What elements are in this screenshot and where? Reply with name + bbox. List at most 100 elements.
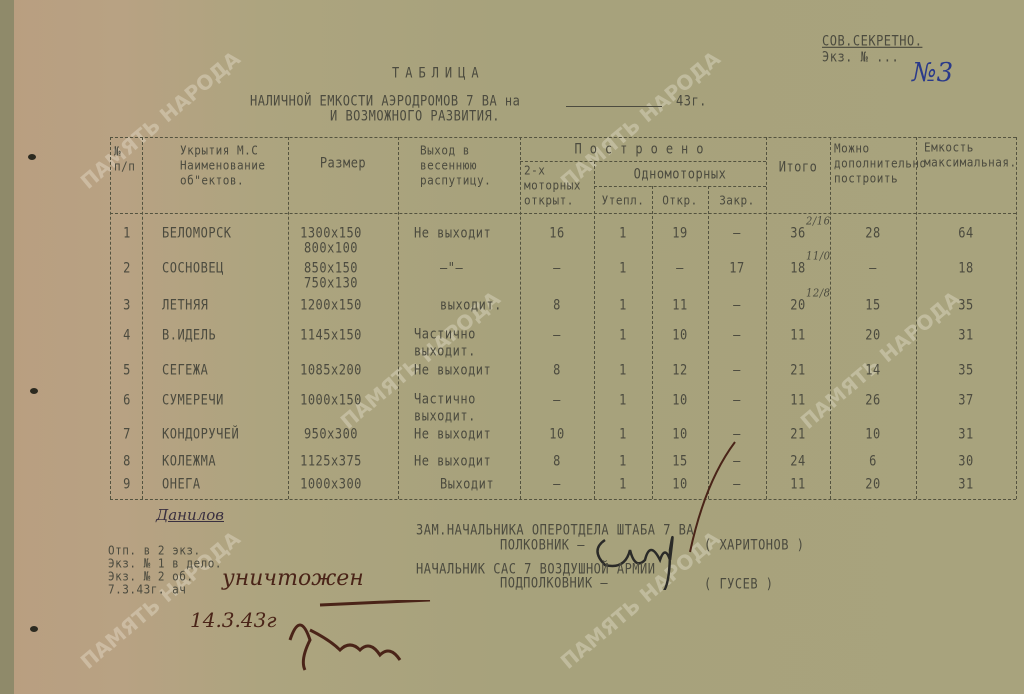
- cell-cap: 35: [958, 361, 974, 379]
- cell-exit: Частично выходит.: [414, 325, 476, 360]
- cell-total: 21: [790, 425, 806, 443]
- col-total: Итого: [778, 158, 818, 176]
- cell-open: 15: [672, 452, 688, 470]
- cell-size: 1200х150: [300, 296, 362, 314]
- cell-two: –: [553, 259, 561, 277]
- document-subtitle-2: И ВОЗМОЖНОГО РАЗВИТИЯ.: [330, 107, 500, 125]
- handwritten-destroyed: уничтожен: [222, 566, 364, 591]
- cell-cap: 31: [958, 326, 974, 344]
- punch-hole: [30, 388, 38, 394]
- cell-total: 20: [790, 296, 806, 314]
- cell-closed: –: [733, 326, 741, 344]
- cell-size: 850х150: [303, 259, 359, 277]
- cell-can: 14: [865, 361, 881, 379]
- cell-can: 6: [869, 452, 877, 470]
- col-can-build: Можно дополнительно построить: [834, 141, 927, 186]
- col-name: Укрытия М.С Наименование об"ектов.: [180, 143, 266, 188]
- col-closed: Закр.: [719, 193, 755, 208]
- cell-total: 11: [790, 391, 806, 409]
- cell-exit: Частично выходит.: [414, 390, 476, 425]
- cell-size: 1145х150: [300, 326, 362, 344]
- handwritten-name: Данилов: [156, 506, 224, 524]
- cell-cap: 31: [958, 475, 974, 493]
- cell-two: 16: [549, 224, 565, 242]
- signatory-1-rank: ПОЛКОВНИК –: [500, 536, 585, 554]
- dispatch-note: Экз. № 2 об.: [108, 569, 194, 584]
- cell-warm: 1: [619, 391, 627, 409]
- document-title: ТАБЛИЦА: [392, 64, 485, 82]
- copy-number: Экз. № ...: [822, 48, 900, 66]
- signatory-2-name: ( ГУСЕВ ): [704, 575, 774, 593]
- cell-total: 24: [790, 452, 806, 470]
- cell-two: 8: [553, 361, 561, 379]
- cell-name: КОЛЕЖМА: [162, 452, 217, 470]
- cell-name: КОНДОРУЧЕЙ: [162, 425, 240, 443]
- col-built: Построено: [574, 140, 712, 158]
- cell-size: 800х100: [303, 239, 359, 257]
- cell-cap: 35: [958, 296, 974, 314]
- cell-closed: 17: [729, 259, 745, 277]
- handwritten-signature: [288, 600, 431, 671]
- cell-open: 10: [672, 475, 688, 493]
- cell-two: 10: [549, 425, 565, 443]
- cell-exit: Не выходит: [414, 224, 492, 241]
- cell-cap: 18: [958, 259, 974, 277]
- cell-cap: 30: [958, 452, 974, 470]
- cell-size: 1000х150: [300, 391, 362, 409]
- cell-num: 3: [123, 296, 131, 314]
- cell-size: 950х300: [303, 425, 359, 443]
- dispatch-note: Экз. № 1 в дело.: [108, 556, 222, 571]
- cell-num: 7: [123, 425, 131, 443]
- total-handwritten-note: 2/16: [806, 215, 831, 228]
- cell-closed: –: [733, 452, 741, 470]
- cell-total: 11: [790, 326, 806, 344]
- cell-name: В.ИДЕЛЬ: [162, 326, 217, 344]
- cell-total: 36: [790, 224, 806, 242]
- secrecy-stamp: СОВ.СЕКРЕТНО.: [822, 32, 923, 50]
- cell-num: 2: [123, 259, 131, 277]
- cell-can: 15: [865, 296, 881, 314]
- cell-num: 9: [123, 475, 131, 493]
- cell-open: 10: [672, 391, 688, 409]
- col-warm: Утепл.: [601, 193, 645, 208]
- total-handwritten-note: 11/0: [806, 250, 831, 263]
- signatory-2-title: НАЧАЛЬНИК САС 7 ВОЗДУШНОЙ АРМИИ: [416, 560, 656, 578]
- total-handwritten-note: 12/8: [806, 287, 831, 300]
- cell-exit: Не выходит: [414, 452, 492, 469]
- cell-cap: 64: [958, 224, 974, 242]
- cell-closed: –: [733, 361, 741, 379]
- cell-can: 28: [865, 224, 881, 242]
- cell-warm: 1: [619, 425, 627, 443]
- cell-exit: –"–: [440, 259, 464, 276]
- handwritten-date: 14.3.43г: [190, 608, 277, 632]
- paper-edge: [0, 0, 14, 694]
- dispatch-note: Отп. в 2 экз.: [108, 543, 201, 558]
- cell-exit: Не выходит: [414, 361, 492, 378]
- date-blank: [566, 106, 662, 107]
- cell-open: 12: [672, 361, 688, 379]
- cell-open: 10: [672, 425, 688, 443]
- cell-warm: 1: [619, 224, 627, 242]
- cell-cap: 37: [958, 391, 974, 409]
- cell-closed: –: [733, 224, 741, 242]
- cell-open: 10: [672, 326, 688, 344]
- cell-open: –: [676, 259, 684, 277]
- col-size: Размер: [319, 154, 367, 172]
- col-exit: Выход в весеннюю распутицу.: [420, 143, 492, 188]
- cell-num: 4: [123, 326, 131, 344]
- col-two-engine: 2-х моторных открыт.: [524, 163, 581, 208]
- cell-num: 1: [123, 224, 131, 242]
- subtitle-year: 43г.: [676, 92, 707, 110]
- cell-two: –: [553, 391, 561, 409]
- cell-can: 10: [865, 425, 881, 443]
- pen-stroke: [689, 441, 736, 553]
- cell-warm: 1: [619, 452, 627, 470]
- cell-two: 8: [553, 296, 561, 314]
- cell-total: 21: [790, 361, 806, 379]
- cell-cap: 31: [958, 425, 974, 443]
- cell-two: 8: [553, 452, 561, 470]
- cell-num: 6: [123, 391, 131, 409]
- col-num: № п/п: [114, 144, 136, 174]
- cell-size: 1125х375: [300, 452, 362, 470]
